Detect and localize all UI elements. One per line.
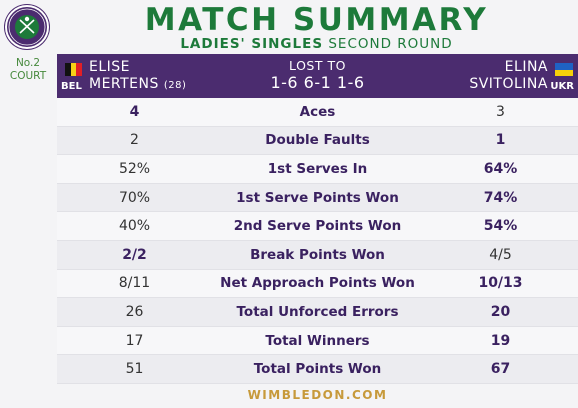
right-value: 64% xyxy=(483,160,518,177)
ukraine-flag-icon xyxy=(555,63,573,76)
flag-stripe xyxy=(65,63,71,76)
stat-label: Double Faults xyxy=(265,132,370,149)
stat-row: 40% 2nd Serve Points Won 54% xyxy=(57,212,578,241)
left-value: 8/11 xyxy=(118,275,151,292)
stat-label: Aces xyxy=(299,103,336,120)
right-player-first-name: ELINA xyxy=(504,59,548,75)
left-value: 26 xyxy=(125,303,144,320)
court-label: No.2 COURT xyxy=(9,57,47,82)
left-player-last-line: MERTENS (28) xyxy=(89,76,186,94)
left-value: 2 xyxy=(130,132,139,149)
stats-table: 4 Aces 3 2 Double Faults 1 52% 1st Serve… xyxy=(57,98,578,384)
flag-stripe xyxy=(555,63,573,70)
stat-row: 2/2 Break Points Won 4/5 xyxy=(57,240,578,270)
stat-row: 2 Double Faults 1 xyxy=(57,126,578,156)
flag-stripe xyxy=(70,63,77,76)
right-value: 67 xyxy=(490,361,511,378)
left-value: 2/2 xyxy=(122,246,147,263)
stat-label: 1st Serve Points Won xyxy=(236,189,399,206)
stat-label: 2nd Serve Points Won xyxy=(233,218,402,235)
left-country-code: BEL xyxy=(61,81,82,92)
right-value: 74% xyxy=(483,189,518,206)
stat-label: Total Points Won xyxy=(253,361,382,378)
match-status: LOST TO xyxy=(289,58,346,73)
left-value: 51 xyxy=(125,361,144,378)
event-subtitle: LADIES' SINGLES SECOND ROUND xyxy=(0,36,578,52)
stat-row: 26 Total Unforced Errors 20 xyxy=(57,298,578,327)
right-value: 19 xyxy=(490,332,511,349)
footer-website: WIMBLEDON.COM xyxy=(247,388,388,402)
page-title: MATCH SUMMARY xyxy=(144,2,489,38)
stat-label: Total Winners xyxy=(265,332,370,349)
left-value: 17 xyxy=(125,332,144,349)
left-player-last-name: MERTENS xyxy=(89,76,159,92)
left-value: 4 xyxy=(129,103,140,120)
left-player-first-name: ELISE xyxy=(89,59,131,75)
round-name: SECOND ROUND xyxy=(328,36,453,52)
left-value: 52% xyxy=(118,160,151,177)
stat-row: 8/11 Net Approach Points Won 10/13 xyxy=(57,269,578,299)
event-name: LADIES' SINGLES xyxy=(180,36,324,52)
left-player-seed: (28) xyxy=(163,80,187,91)
stat-label: Total Unforced Errors xyxy=(236,303,399,320)
right-value: 10/13 xyxy=(478,275,523,292)
right-value: 54% xyxy=(483,218,518,235)
left-value: 70% xyxy=(118,189,151,206)
stat-row: 70% 1st Serve Points Won 74% xyxy=(57,183,578,213)
stat-row: 51 Total Points Won 67 xyxy=(57,355,578,384)
stat-row: 52% 1st Serves In 64% xyxy=(57,155,578,184)
right-value: 3 xyxy=(496,103,505,120)
stat-label: Break Points Won xyxy=(250,246,385,263)
right-player-last-name: SVITOLINA xyxy=(469,76,548,92)
stat-row: 4 Aces 3 xyxy=(57,98,578,127)
right-value: 20 xyxy=(490,303,511,320)
stat-label: Net Approach Points Won xyxy=(220,275,415,292)
stat-row: 17 Total Winners 19 xyxy=(57,326,578,356)
stat-label: 1st Serves In xyxy=(267,160,368,177)
flag-stripe xyxy=(76,63,83,76)
right-value: 1 xyxy=(495,132,506,149)
players-bar: BEL ELISE MERTENS (28) LOST TO 1-6 6-1 1… xyxy=(57,54,578,98)
match-score: 1-6 6-1 1-6 xyxy=(270,73,365,92)
right-player-name: ELINA SVITOLINA xyxy=(469,59,548,93)
wimbledon-logo xyxy=(5,5,49,49)
left-player-name: ELISE MERTENS (28) xyxy=(89,59,186,94)
left-value: 40% xyxy=(118,218,151,235)
flag-stripe xyxy=(555,69,573,76)
belgium-flag-icon xyxy=(65,63,83,76)
right-value: 4/5 xyxy=(489,246,512,263)
right-country-code: UKR xyxy=(550,81,574,92)
